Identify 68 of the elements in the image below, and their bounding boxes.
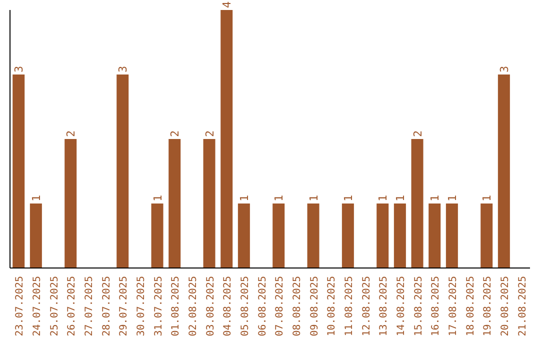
x-tick-label: 24.07.2025 [32, 276, 43, 336]
bar [12, 74, 25, 268]
bar [307, 204, 320, 268]
x-tick-label: 17.08.2025 [448, 276, 459, 336]
x-tick-label: 16.08.2025 [430, 276, 442, 336]
data-label: 2 [168, 130, 182, 137]
data-label: 1 [480, 194, 494, 202]
data-label: 1 [307, 194, 320, 202]
x-tick-label: 05.08.2025 [240, 276, 251, 336]
bar [376, 204, 389, 268]
data-label: 4 [220, 1, 234, 8]
x-tick-label: 11.08.2025 [344, 276, 355, 336]
bar [151, 204, 164, 268]
data-label: 3 [12, 66, 26, 72]
bar [116, 74, 129, 268]
bar [30, 204, 42, 268]
x-tick-label: 08.08.2025 [292, 276, 303, 336]
data-label: 2 [411, 130, 424, 137]
x-tick-label: 09.08.2025 [309, 276, 320, 336]
data-label: 2 [203, 130, 216, 137]
data-label: 3 [116, 66, 130, 72]
bar [203, 139, 216, 268]
x-tick-label: 10.08.2025 [326, 276, 338, 336]
x-tick-label: 31.07.2025 [153, 276, 164, 336]
x-tick-label: 29.07.2025 [118, 276, 130, 336]
x-tick-label: 06.08.2025 [257, 276, 268, 336]
bar [411, 139, 424, 268]
x-tick-label: 14.08.2025 [396, 276, 407, 336]
bar [272, 204, 285, 268]
bar [498, 74, 510, 268]
data-label: 3 [498, 66, 511, 72]
x-tick-label: 02.08.2025 [188, 276, 199, 336]
x-tick-label: 13.08.2025 [378, 276, 390, 336]
data-label: 1 [342, 194, 355, 202]
bar [168, 139, 181, 268]
x-tick-label: 03.08.2025 [205, 276, 216, 336]
data-label: 1 [151, 194, 164, 202]
x-tick-label: 18.08.2025 [465, 276, 476, 336]
bar [428, 204, 441, 268]
x-tick-label: 19.08.2025 [482, 276, 494, 336]
bar [342, 204, 354, 268]
bar [394, 204, 406, 268]
x-tick-label: 07.08.2025 [274, 276, 286, 336]
bar [238, 204, 250, 268]
bar [446, 204, 458, 268]
data-label: 1 [446, 194, 459, 202]
x-tick-label: 27.07.2025 [84, 276, 95, 336]
bar [480, 204, 493, 268]
x-tick-label: 15.08.2025 [413, 276, 424, 336]
x-tick-label: 04.08.2025 [222, 276, 234, 336]
x-tick-label: 28.07.2025 [101, 276, 112, 336]
x-tick-label: 12.08.2025 [361, 276, 372, 336]
x-tick-label: 23.07.2025 [14, 276, 26, 336]
x-tick-label: 21.08.2025 [517, 276, 528, 336]
bar [220, 10, 233, 268]
data-label: 1 [30, 194, 43, 202]
x-tick-label: 30.07.2025 [136, 276, 147, 336]
data-label: 1 [394, 194, 407, 202]
data-label: 1 [428, 194, 442, 202]
bar [64, 139, 77, 268]
data-label: 1 [238, 194, 251, 202]
x-tick-label: 26.07.2025 [66, 276, 78, 336]
data-label: 1 [376, 194, 390, 202]
x-tick-label: 25.07.2025 [49, 276, 60, 336]
data-label: 1 [272, 194, 286, 202]
x-tick-label: 01.08.2025 [170, 276, 182, 336]
data-label: 2 [64, 130, 78, 137]
x-tick-label: 20.08.2025 [500, 276, 511, 336]
